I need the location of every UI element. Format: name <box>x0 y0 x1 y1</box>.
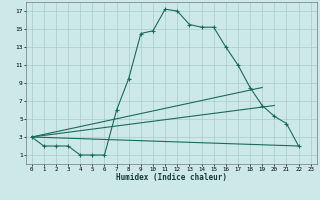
X-axis label: Humidex (Indice chaleur): Humidex (Indice chaleur) <box>116 173 227 182</box>
